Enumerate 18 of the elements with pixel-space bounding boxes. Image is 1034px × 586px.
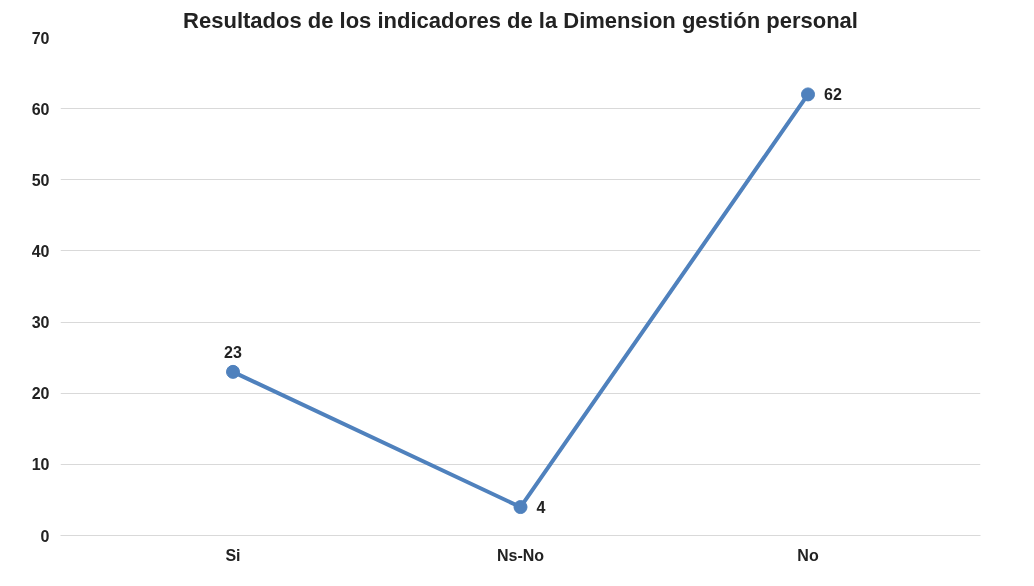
x-tick-label: No	[797, 546, 819, 564]
point	[226, 364, 240, 379]
point	[513, 500, 528, 515]
y-tick-label: 70	[31, 29, 50, 47]
y-tick-label: 50	[31, 171, 50, 189]
y-tick-label: 20	[31, 385, 50, 403]
y-tick-label: 40	[31, 242, 50, 260]
data-label: 23	[224, 343, 242, 361]
y-tick-label: 0	[40, 527, 50, 545]
data-label: 4	[536, 499, 546, 517]
y-tick-label: 60	[31, 100, 50, 118]
y-tick-label: 10	[31, 456, 50, 474]
y-tick-label: 30	[31, 314, 50, 332]
x-tick-label: Ns-No	[496, 546, 545, 564]
chart-title: Resultados de los indicadores de la Dimension gestión personal	[183, 7, 858, 33]
point	[801, 87, 815, 102]
x-tick-label: Si	[225, 546, 241, 564]
data-label: 62	[824, 86, 842, 104]
